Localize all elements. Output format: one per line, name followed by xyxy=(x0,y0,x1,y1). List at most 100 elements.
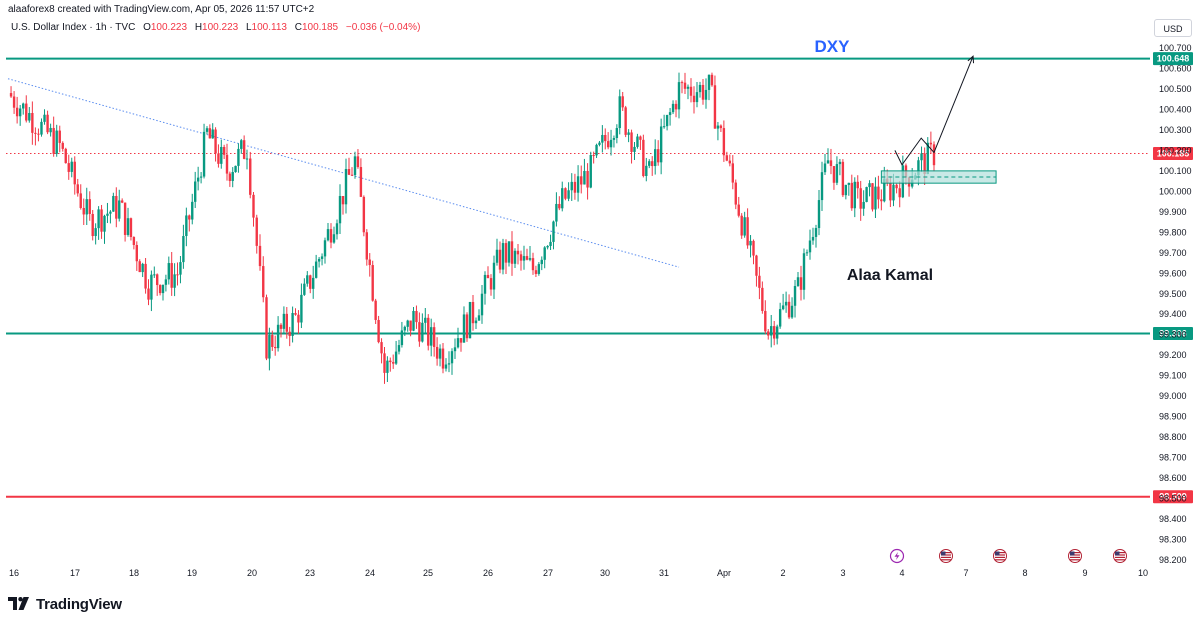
candle-body xyxy=(109,211,112,214)
candle-body xyxy=(217,153,220,164)
symbol-label[interactable]: U.S. Dollar Index · 1h · TVC xyxy=(11,22,136,33)
candle-body xyxy=(40,121,43,135)
candles xyxy=(9,72,936,384)
price-axis[interactable]: 100.700 100.600 100.500 100.400 100.300 100.2… xyxy=(1159,43,1192,565)
candle-body xyxy=(764,310,767,332)
candle-body xyxy=(188,215,191,220)
candle-body xyxy=(268,334,271,359)
candle-body xyxy=(52,127,55,154)
us-flag-icon[interactable] xyxy=(1113,549,1127,563)
candle-body xyxy=(713,85,717,129)
candle-body xyxy=(427,317,430,346)
candle-body xyxy=(94,228,97,237)
candle-body xyxy=(778,309,782,327)
candle-body xyxy=(847,182,851,185)
candle-body xyxy=(680,82,684,84)
us-flag-icon[interactable] xyxy=(1068,549,1082,563)
trend-line[interactable] xyxy=(7,78,680,268)
candle-body xyxy=(115,195,118,219)
candle-body xyxy=(686,86,690,89)
y-tick-label: 100.300 xyxy=(1159,125,1192,135)
candle-body xyxy=(651,161,654,167)
candle-body xyxy=(495,249,499,263)
candle-body xyxy=(323,240,327,257)
lightning-icon[interactable] xyxy=(889,548,905,564)
tradingview-logo[interactable]: TradingView xyxy=(8,594,122,614)
y-tick-label: 100.200 xyxy=(1159,145,1192,155)
candle-body xyxy=(432,327,436,347)
candle-body xyxy=(214,129,217,154)
currency-button[interactable]: USD xyxy=(1154,19,1192,37)
candle-body xyxy=(147,288,150,300)
candle-body xyxy=(386,360,389,373)
candle-body xyxy=(595,144,598,156)
candle-body xyxy=(245,158,249,160)
x-tick-label: Apr xyxy=(717,568,731,578)
drawings[interactable] xyxy=(880,55,997,184)
candle-body xyxy=(820,172,824,201)
candle-body xyxy=(923,153,926,174)
candle-body xyxy=(811,236,815,241)
candle-body xyxy=(225,154,229,174)
candle-body xyxy=(234,165,237,173)
candle-body xyxy=(758,275,761,288)
us-flag-icon[interactable] xyxy=(993,549,1007,563)
us-flag-icon[interactable] xyxy=(939,549,953,563)
projection-path[interactable] xyxy=(894,56,974,166)
candle-body xyxy=(262,266,265,298)
candle-body xyxy=(853,181,856,209)
candle-body xyxy=(91,213,94,237)
candle-body xyxy=(609,139,613,148)
candle-body xyxy=(202,131,206,177)
candle-body xyxy=(598,142,601,145)
candle-body xyxy=(205,128,209,132)
candle-body xyxy=(326,229,330,241)
y-tick-label: 98.800 xyxy=(1159,432,1187,442)
x-tick-label: 8 xyxy=(1022,568,1027,578)
x-tick-label: 26 xyxy=(483,568,493,578)
candle-body xyxy=(531,258,535,271)
candle-body xyxy=(659,126,663,163)
candle-body xyxy=(540,259,543,265)
candle-body xyxy=(826,160,830,164)
candle-body xyxy=(320,256,324,259)
candle-body xyxy=(274,346,277,349)
y-tick-label: 100.000 xyxy=(1159,186,1192,196)
time-axis[interactable]: 16 17 18 19 20 23 24 25 26 27 30 31 Apr 2 3 4 7 8 9 10 xyxy=(9,568,1148,578)
projection-arrowhead xyxy=(967,55,975,64)
y-tick-label: 100.700 xyxy=(1159,43,1192,53)
event-icons[interactable] xyxy=(889,548,1127,564)
candle-body xyxy=(383,353,386,373)
candle-body xyxy=(456,338,460,348)
horizontal-levels[interactable]: 100.648 100.185 99.306 98.509 xyxy=(6,52,1193,504)
candle-body xyxy=(100,209,103,232)
candle-body xyxy=(418,322,421,342)
candle-body xyxy=(362,196,366,233)
candle-body xyxy=(674,103,678,110)
candle-body xyxy=(288,331,291,336)
candle-body xyxy=(510,241,514,264)
candle-body xyxy=(249,158,252,195)
candle-body xyxy=(421,322,424,342)
candle-body xyxy=(412,310,415,331)
creator-line: alaaforex8 created with TradingView.com,… xyxy=(8,4,315,15)
candle-body xyxy=(656,149,660,163)
candle-body xyxy=(883,178,886,202)
y-tick-label: 100.600 xyxy=(1159,63,1192,73)
candle-body xyxy=(282,313,286,329)
trend-lines[interactable] xyxy=(7,78,680,268)
candle-body xyxy=(698,84,702,93)
candle-body xyxy=(132,237,136,245)
candle-body xyxy=(722,128,726,156)
candle-body xyxy=(642,139,645,177)
candle-body xyxy=(220,146,223,164)
candle-body xyxy=(156,274,159,286)
x-tick-label: 7 xyxy=(963,568,968,578)
candle-body xyxy=(112,195,115,212)
candle-body xyxy=(31,113,34,133)
candle-body xyxy=(552,221,555,242)
candle-body xyxy=(103,215,106,232)
candle-body xyxy=(802,253,806,290)
candle-body xyxy=(755,255,758,276)
